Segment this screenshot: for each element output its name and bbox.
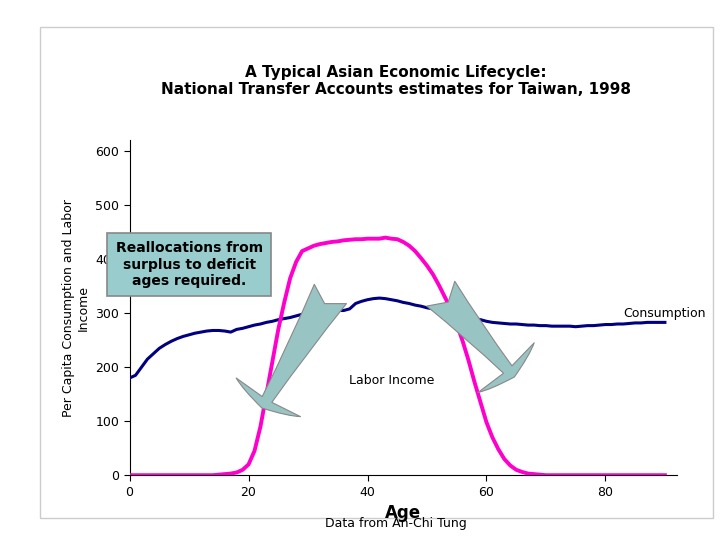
Text: Reallocations from
surplus to deficit
ages required.: Reallocations from surplus to deficit ag… <box>115 241 263 288</box>
Text: Labor Income: Labor Income <box>348 374 434 387</box>
X-axis label: Age: Age <box>385 504 421 522</box>
Text: A Typical Asian Economic Lifecycle:
National Transfer Accounts estimates for Tai: A Typical Asian Economic Lifecycle: Nati… <box>161 65 631 97</box>
Text: Data from An-Chi Tung: Data from An-Chi Tung <box>325 516 467 530</box>
Y-axis label: Per Capita Consumption and Labor
Income: Per Capita Consumption and Labor Income <box>62 199 89 417</box>
Text: Consumption: Consumption <box>624 307 706 320</box>
